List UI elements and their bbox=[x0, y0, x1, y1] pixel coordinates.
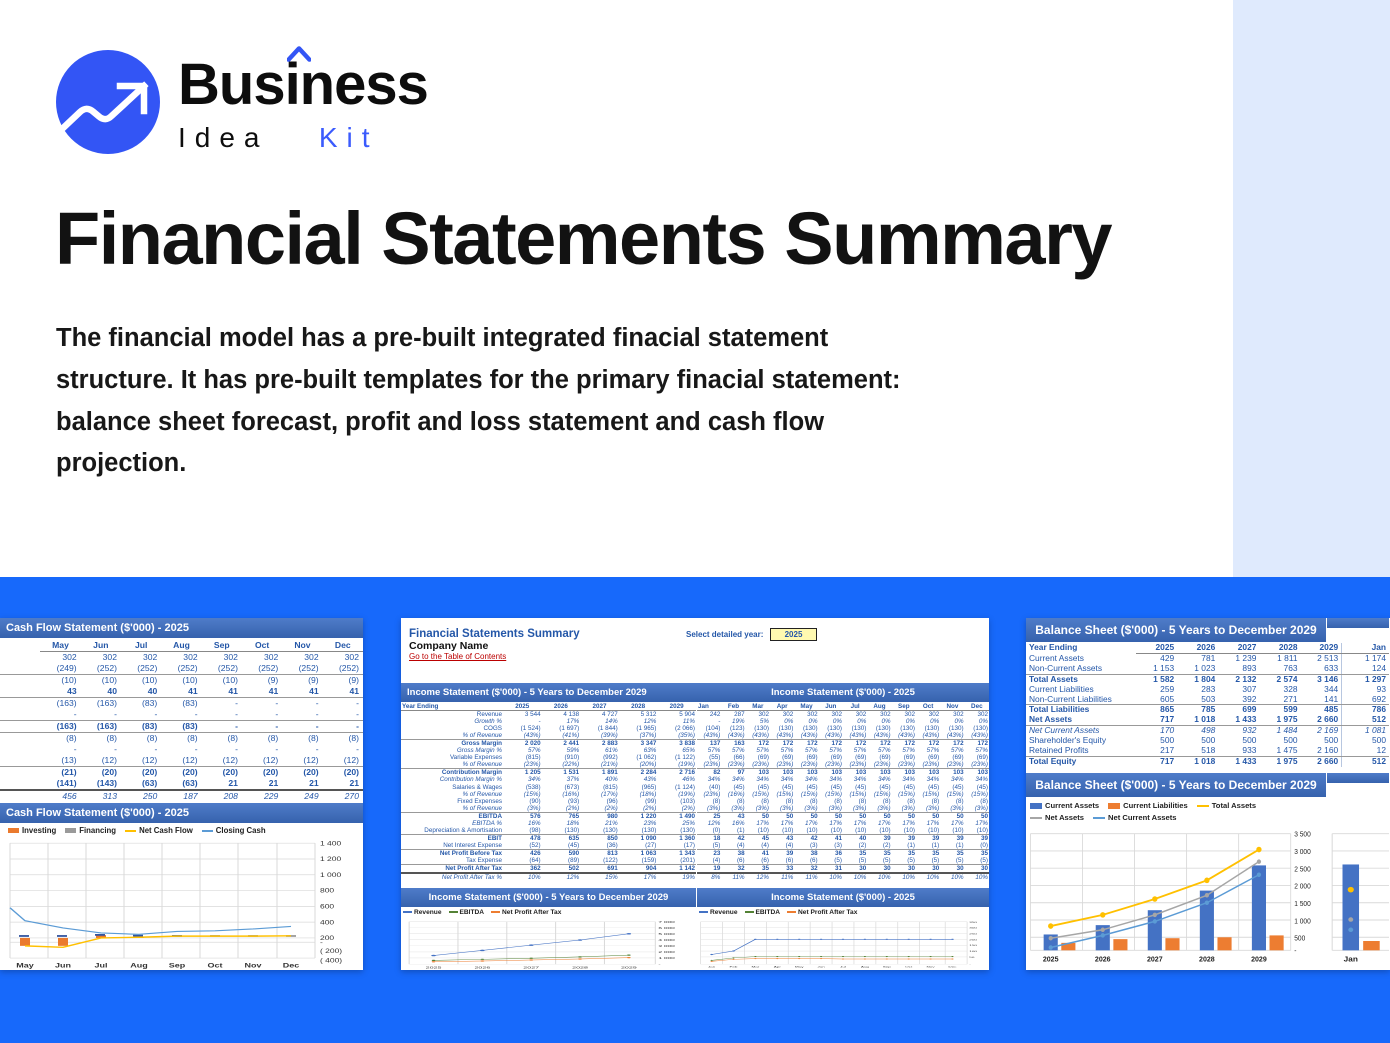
svg-text:350: 350 bbox=[969, 921, 977, 923]
svg-text:1 400: 1 400 bbox=[320, 840, 341, 847]
svg-text:2029: 2029 bbox=[621, 966, 637, 969]
svg-text:3 000: 3 000 bbox=[658, 945, 675, 948]
svg-text:Sep: Sep bbox=[883, 966, 891, 968]
svg-text:Jan: Jan bbox=[708, 966, 715, 968]
svg-text:2028: 2028 bbox=[1199, 954, 1215, 963]
svg-text:2026: 2026 bbox=[1095, 954, 1111, 963]
svg-text:Oct: Oct bbox=[905, 966, 912, 968]
svg-text:( 400): ( 400) bbox=[320, 957, 342, 964]
svg-text:300: 300 bbox=[969, 927, 977, 929]
svg-text:1 000: 1 000 bbox=[1294, 918, 1311, 925]
svg-text:3 000: 3 000 bbox=[1294, 849, 1311, 856]
svg-text:2027: 2027 bbox=[523, 966, 539, 969]
svg-text:Apr: Apr bbox=[774, 966, 782, 968]
svg-text:1 000: 1 000 bbox=[320, 871, 341, 878]
svg-text:Mar: Mar bbox=[751, 966, 760, 968]
svg-text:800: 800 bbox=[320, 887, 334, 894]
svg-text:Dec: Dec bbox=[283, 962, 300, 969]
svg-text:Dec: Dec bbox=[948, 966, 956, 968]
svg-text:7 000: 7 000 bbox=[658, 921, 675, 924]
svg-text:2026: 2026 bbox=[474, 966, 490, 969]
svg-text:2027: 2027 bbox=[1147, 954, 1163, 963]
svg-text:400: 400 bbox=[320, 919, 334, 926]
svg-text:Feb: Feb bbox=[730, 966, 738, 968]
svg-text:-: - bbox=[1294, 948, 1296, 955]
svg-text:May: May bbox=[795, 966, 804, 968]
svg-text:1 500: 1 500 bbox=[1294, 901, 1311, 908]
svg-text:( 200): ( 200) bbox=[320, 947, 342, 954]
svg-text:Sep: Sep bbox=[169, 962, 186, 969]
svg-text:May: May bbox=[16, 962, 34, 969]
svg-text:2 000: 2 000 bbox=[1294, 884, 1311, 891]
svg-text:1 000: 1 000 bbox=[658, 957, 675, 960]
svg-text:Jan: Jan bbox=[1344, 955, 1358, 964]
svg-text:Aug: Aug bbox=[130, 962, 148, 969]
svg-text:3 500: 3 500 bbox=[1294, 831, 1311, 838]
svg-text:5 000: 5 000 bbox=[658, 933, 675, 936]
svg-text:-: - bbox=[658, 963, 661, 965]
svg-text:2 000: 2 000 bbox=[658, 951, 675, 954]
svg-text:Nov: Nov bbox=[927, 966, 935, 968]
svg-text:1 200: 1 200 bbox=[320, 855, 341, 862]
svg-text:Jun: Jun bbox=[817, 966, 824, 968]
svg-text:Oct: Oct bbox=[207, 962, 222, 969]
svg-text:2025: 2025 bbox=[1043, 954, 1059, 963]
svg-text:Jul: Jul bbox=[840, 966, 846, 968]
svg-text:4 000: 4 000 bbox=[658, 939, 675, 942]
svg-text:150: 150 bbox=[969, 944, 977, 946]
svg-text:600: 600 bbox=[320, 903, 334, 910]
svg-text:2 500: 2 500 bbox=[1294, 866, 1311, 873]
svg-text:-: - bbox=[969, 963, 972, 965]
svg-text:Jul: Jul bbox=[95, 962, 108, 969]
svg-text:100: 100 bbox=[969, 950, 977, 952]
svg-text:6 000: 6 000 bbox=[658, 927, 675, 930]
svg-text:250: 250 bbox=[969, 933, 977, 935]
svg-text:500: 500 bbox=[1294, 935, 1305, 942]
svg-text:50: 50 bbox=[969, 956, 974, 958]
svg-text:2025: 2025 bbox=[426, 966, 442, 969]
svg-text:200: 200 bbox=[969, 939, 977, 941]
svg-text:2029: 2029 bbox=[1251, 954, 1267, 963]
svg-text:Nov: Nov bbox=[245, 962, 263, 969]
svg-text:2028: 2028 bbox=[572, 966, 588, 969]
svg-text:Aug: Aug bbox=[861, 966, 869, 968]
svg-text:Jun: Jun bbox=[55, 962, 71, 969]
